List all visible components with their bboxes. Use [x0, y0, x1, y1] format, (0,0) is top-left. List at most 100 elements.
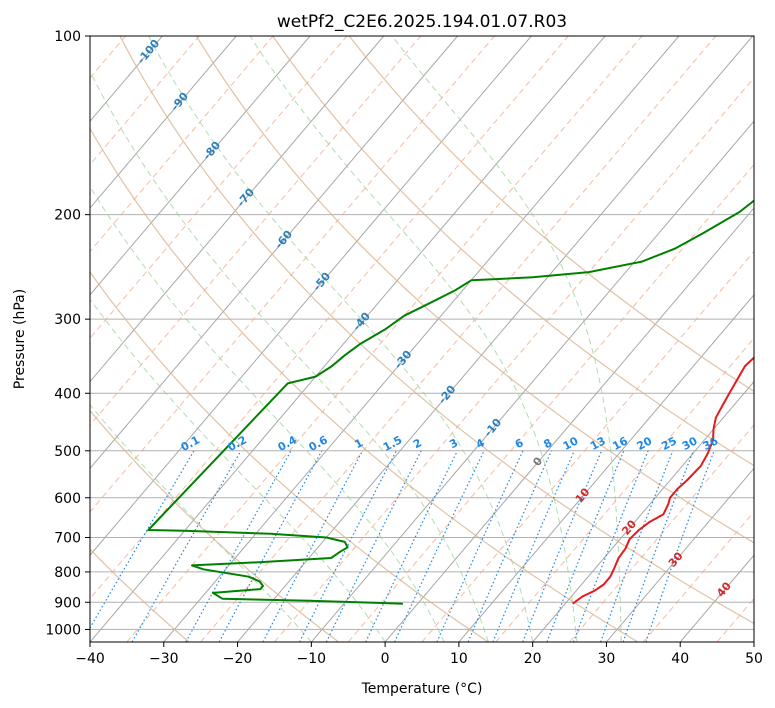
dry-adiabat-2	[90, 270, 489, 642]
x-tick-label-5: 10	[450, 651, 468, 667]
isotherm-line-15	[237, 36, 754, 642]
dashed-isotherm-14	[200, 36, 717, 642]
x-tick-label-1: −30	[149, 651, 179, 667]
isotherm-line-17	[384, 207, 754, 642]
x-tick-label-2: −20	[223, 651, 253, 667]
dashed-isotherm-21	[716, 597, 754, 642]
y-tick-label-1: 200	[54, 208, 81, 224]
mixing-ratio-line-7	[365, 450, 458, 642]
isotherm-line-12	[90, 36, 532, 556]
y-tick-label-9: 1000	[45, 622, 81, 638]
y-tick-label-3: 400	[54, 386, 81, 402]
plot-frame	[89, 35, 755, 643]
series-layer	[147, 199, 754, 605]
dashed-isotherm-15	[274, 77, 754, 642]
mixing-ratio-line-8	[394, 450, 485, 642]
dashed-isotherm-9	[90, 36, 348, 339]
y-tick-label-6: 700	[54, 531, 81, 547]
mixing-ratio-label-13: 16	[610, 434, 630, 453]
dashed-isotherm-20	[642, 511, 754, 642]
mixing-ratio-label-7: 3	[447, 436, 460, 451]
x-tick-label-0: −40	[75, 651, 105, 667]
mixing-ratio-label-15: 25	[659, 434, 679, 453]
isotherm-line-20	[606, 467, 754, 642]
mixing-ratio-label-4: 1	[352, 436, 365, 451]
y-tick-label-4: 500	[54, 444, 81, 460]
dry-adiabat-1	[90, 409, 339, 642]
mixing-ratio-label-17: 36	[701, 434, 721, 453]
isotherm-line-19	[532, 380, 754, 642]
x-tick-label-6: 20	[524, 651, 542, 667]
iso-labels: 0.1 0.2 0.4 0.6 1 1.5 2 3 4 6 8 10 13 16 20 25 30 36-100-…	[135, 37, 735, 600]
x-axis-label: Temperature (°C)	[361, 681, 483, 697]
y-tick-label-5: 600	[54, 491, 81, 507]
dry-adiabat-6	[272, 36, 754, 467]
dashed-isotherm-11	[90, 36, 495, 513]
mixing-ratio-line-15	[600, 450, 674, 642]
moist-adiabat-5	[249, 36, 578, 642]
isotherm-line-9	[90, 36, 311, 296]
dashed-isotherm-8	[90, 36, 274, 253]
moist-adiabat-4	[148, 36, 534, 642]
mixing-ratio-line-3	[218, 450, 323, 642]
mixing-ratio-line-1	[131, 450, 242, 642]
chart-title: wetPf2_C2E6.2025.194.01.07.R03	[277, 12, 567, 32]
dry-adiabat-0	[90, 548, 190, 642]
dashed-isotherm-12	[90, 36, 569, 600]
x-tick-label-4: 0	[381, 651, 390, 667]
mixing-ratio-line-14	[572, 450, 649, 642]
moist-adiabat-3	[90, 70, 489, 642]
mixing-ratio-label-12: 13	[588, 434, 608, 453]
dashed-isotherm-17	[421, 250, 754, 642]
x-tick-label-9: 50	[745, 651, 763, 667]
x-tick-label-3: −10	[297, 651, 327, 667]
isotherm-line-18	[458, 294, 754, 642]
mixing-ratio-line-12	[522, 450, 603, 642]
isotherm-line-8	[90, 36, 237, 209]
dewpoint-line	[147, 199, 754, 605]
y-axis-label: Pressure (hPa)	[12, 289, 28, 389]
mixing-ratio-line-10	[467, 450, 553, 642]
y-axis: 100 200 300 400 500 600 700 800 900 1000	[45, 29, 90, 638]
mixing-ratio-label-16: 30	[680, 434, 700, 453]
x-axis: −40 −30 −20 −10 0 10 20 30 40 50	[75, 642, 763, 667]
dashed-isotherm-10	[90, 36, 422, 426]
moist-adiabat-1	[90, 298, 386, 642]
moist-adiabat-6	[391, 36, 622, 642]
y-tick-label-0: 100	[54, 29, 81, 45]
isotherm-line-13	[90, 36, 606, 642]
dashed-isotherm-7	[90, 36, 200, 166]
isotherm-line-11	[90, 36, 458, 470]
x-tick-label-8: 40	[671, 651, 689, 667]
mixing-ratio-line-2	[185, 450, 292, 642]
moist-adiabat-0	[90, 404, 312, 642]
background-lines	[90, 36, 754, 642]
y-tick-label-8: 900	[54, 595, 81, 611]
mixing-ratio-label-10: 8	[541, 436, 554, 451]
dashed-isotherm-13	[126, 36, 643, 642]
isotherm-line-14	[163, 36, 680, 642]
dashed-isotherm-19	[569, 424, 754, 642]
mixing-ratio-line-0	[90, 450, 195, 630]
mixing-ratio-line-17	[645, 450, 715, 642]
dry-adiabat-5	[195, 36, 754, 544]
temperature-line	[572, 356, 754, 605]
isotherm-line-21	[679, 554, 754, 642]
mixing-ratio-label-11: 10	[561, 434, 581, 453]
dashed-isotherm-18	[495, 337, 754, 642]
mixing-ratio-label-14: 20	[635, 434, 655, 453]
y-tick-label-2: 300	[54, 312, 81, 328]
mixing-ratio-line-6	[325, 450, 422, 642]
dry-adiabat-4	[119, 36, 754, 625]
mixing-ratio-label-9: 6	[513, 436, 526, 451]
mixing-ratio-line-13	[546, 450, 625, 642]
dry-adiabat-3	[90, 127, 639, 642]
dry-adiabat-7	[348, 36, 754, 393]
mixing-ratio-line-16	[622, 450, 694, 642]
y-tick-label-7: 800	[54, 565, 81, 581]
mixing-ratio-label-6: 2	[411, 436, 424, 451]
dashed-isotherm-16	[347, 163, 754, 642]
x-tick-label-7: 30	[598, 651, 616, 667]
isotherm-line-10	[90, 36, 385, 383]
